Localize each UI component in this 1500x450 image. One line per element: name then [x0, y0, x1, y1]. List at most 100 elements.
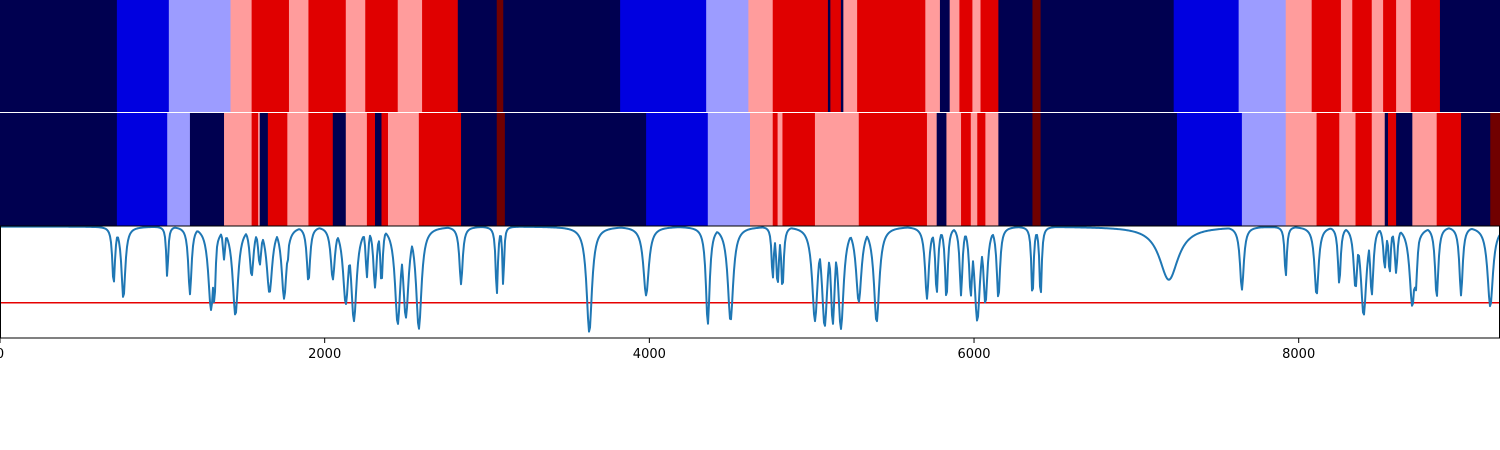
state-segment — [0, 0, 118, 112]
state-segment — [939, 0, 951, 112]
state-segment — [366, 113, 376, 226]
state-track-bottom — [0, 113, 1500, 226]
state-segment — [230, 0, 253, 112]
state-segment — [1461, 113, 1491, 226]
state-segment — [1396, 0, 1412, 112]
state-segment — [1439, 0, 1500, 112]
state-segment — [1384, 113, 1389, 226]
state-segment — [418, 113, 462, 226]
state-segment — [1032, 0, 1041, 112]
state-segment — [259, 113, 269, 226]
state-segment — [1387, 113, 1397, 226]
state-segment — [168, 0, 231, 112]
x-tick-label: 6000 — [957, 347, 990, 362]
state-segment — [998, 0, 1033, 112]
state-track-top — [0, 0, 1500, 112]
state-segment — [375, 113, 382, 226]
state-segment — [970, 113, 978, 226]
state-segment — [1176, 113, 1243, 226]
state-segment — [646, 113, 709, 226]
state-segment — [1339, 113, 1356, 226]
state-segment — [496, 113, 506, 226]
state-segment — [1241, 113, 1287, 226]
state-segment — [397, 0, 423, 112]
state-segment — [1396, 113, 1413, 226]
state-segment — [946, 113, 962, 226]
state-segment — [1285, 0, 1313, 112]
state-segment — [1040, 0, 1175, 112]
state-segment — [167, 113, 191, 226]
state-segment — [707, 113, 751, 226]
state-segment — [977, 113, 986, 226]
state-segment — [959, 0, 973, 112]
state-segment — [1436, 113, 1462, 226]
state-segment — [345, 113, 368, 226]
state-segment — [748, 0, 774, 112]
state-segment — [980, 0, 999, 112]
state-segment — [972, 0, 981, 112]
state-segment — [1410, 0, 1441, 112]
state-segment — [949, 0, 960, 112]
state-segment — [189, 113, 225, 226]
state-segment — [308, 0, 347, 112]
state-segment — [1316, 113, 1340, 226]
state-segment — [926, 113, 938, 226]
state-segment — [365, 0, 399, 112]
state-segment — [1490, 113, 1500, 226]
state-segment — [116, 113, 168, 226]
state-segment — [840, 0, 844, 112]
state-segment — [422, 0, 459, 112]
state-segment — [116, 0, 170, 112]
state-segment — [1371, 113, 1386, 226]
signal-line — [0, 225, 1500, 333]
signal-track — [0, 225, 1500, 339]
state-segment — [1415, 113, 1438, 226]
x-tick-label: 8000 — [1282, 347, 1315, 362]
state-segment — [772, 0, 829, 112]
state-segment — [961, 113, 972, 226]
state-segment — [782, 113, 816, 226]
state-segment — [287, 113, 309, 226]
state-segment — [496, 0, 504, 112]
state-segment — [1311, 0, 1342, 112]
state-segment — [332, 113, 347, 226]
state-segment — [461, 113, 498, 226]
state-segment — [857, 0, 926, 112]
state-segment — [1285, 113, 1317, 226]
state-segment — [267, 113, 288, 226]
state-segment — [1340, 0, 1353, 112]
state-segment — [814, 113, 860, 226]
state-segment — [251, 0, 290, 112]
state-segment — [288, 0, 309, 112]
state-segment — [0, 113, 118, 226]
state-segment — [1032, 113, 1041, 226]
state-segment — [936, 113, 947, 226]
state-segment — [387, 113, 397, 226]
state-segment — [1352, 0, 1373, 112]
state-segment — [985, 113, 999, 226]
state-segment — [345, 0, 366, 112]
state-segment — [258, 113, 261, 226]
state-segment — [998, 113, 1033, 226]
x-tick-label: 2000 — [308, 347, 341, 362]
state-segment — [504, 113, 647, 226]
state-segment — [1238, 0, 1287, 112]
state-segment — [620, 0, 707, 112]
state-segment — [381, 113, 389, 226]
state-segment — [772, 113, 778, 226]
x-axis: 0 2000 4000 6000 8000 — [0, 338, 1315, 362]
state-segment — [777, 113, 783, 226]
state-segment — [1412, 113, 1416, 226]
state-segment — [830, 0, 842, 112]
state-segment — [706, 0, 749, 112]
state-segment — [1383, 0, 1397, 112]
state-segment — [858, 113, 928, 226]
x-tick-label: 0 — [0, 347, 4, 362]
state-segment — [750, 113, 774, 226]
state-segment — [1355, 113, 1373, 226]
state-segment — [1040, 113, 1178, 226]
state-segment — [827, 0, 831, 112]
x-tick-label: 4000 — [633, 347, 666, 362]
state-segment — [843, 0, 858, 112]
